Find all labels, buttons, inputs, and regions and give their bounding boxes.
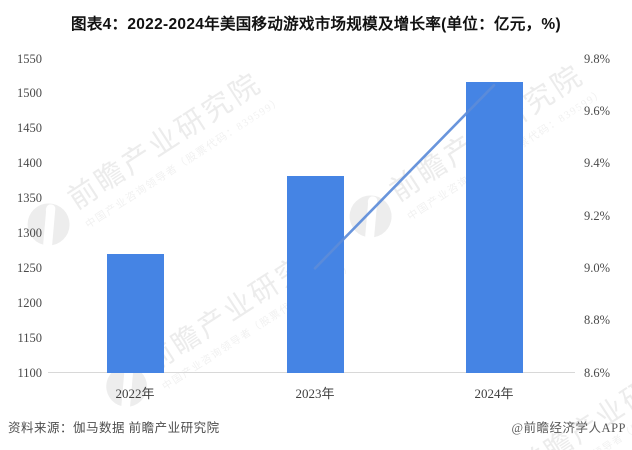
left-axis-tick: 1100	[17, 365, 42, 380]
left-axis-tick: 1300	[17, 225, 42, 240]
left-axis-tick: 1400	[17, 156, 42, 171]
right-axis-tick: 9.4%	[584, 156, 611, 171]
credit-note: @前瞻经济学人APP	[511, 421, 626, 435]
left-axis-tick: 1450	[17, 121, 42, 136]
x-axis-label: 2023年	[295, 386, 335, 401]
bar-2022	[106, 254, 164, 373]
right-axis-tick: 9.8%	[584, 51, 611, 66]
bar-2023	[286, 175, 344, 373]
left-axis-tick: 1550	[17, 51, 42, 66]
left-axis-tick: 1200	[17, 295, 42, 310]
watermark-slogan-text: 中国产业咨询领导者（股票代码：839599）	[83, 95, 285, 232]
left-axis-tick: 1150	[17, 330, 42, 345]
right-axis-tick: 9.6%	[584, 103, 611, 118]
left-axis-tick: 1250	[17, 260, 42, 275]
right-axis-tick: 9.2%	[584, 208, 611, 223]
left-axis-tick: 1500	[17, 86, 42, 101]
watermark-brand-text: 前瞻产业研究院	[62, 67, 268, 216]
right-axis-tick: 8.6%	[584, 365, 611, 380]
qianzhan-logo-icon	[341, 186, 400, 246]
left-axis-tick: 1350	[17, 191, 42, 206]
x-axis-label: 2022年	[115, 386, 155, 401]
right-axis-tick: 9.0%	[584, 260, 611, 275]
brand-watermark: 前瞻产业研究院中国产业咨询领导者（股票代码：839599）	[15, 56, 286, 260]
x-axis-label: 2024年	[474, 386, 514, 401]
source-note: 资料来源：伽马数据 前瞻产业研究院	[8, 421, 220, 435]
bar-2024	[465, 82, 523, 373]
chart-title: 图表4：2022-2024年美国移动游戏市场规模及增长率(单位：亿元，%)	[71, 16, 561, 33]
right-axis-tick: 8.8%	[584, 313, 611, 328]
